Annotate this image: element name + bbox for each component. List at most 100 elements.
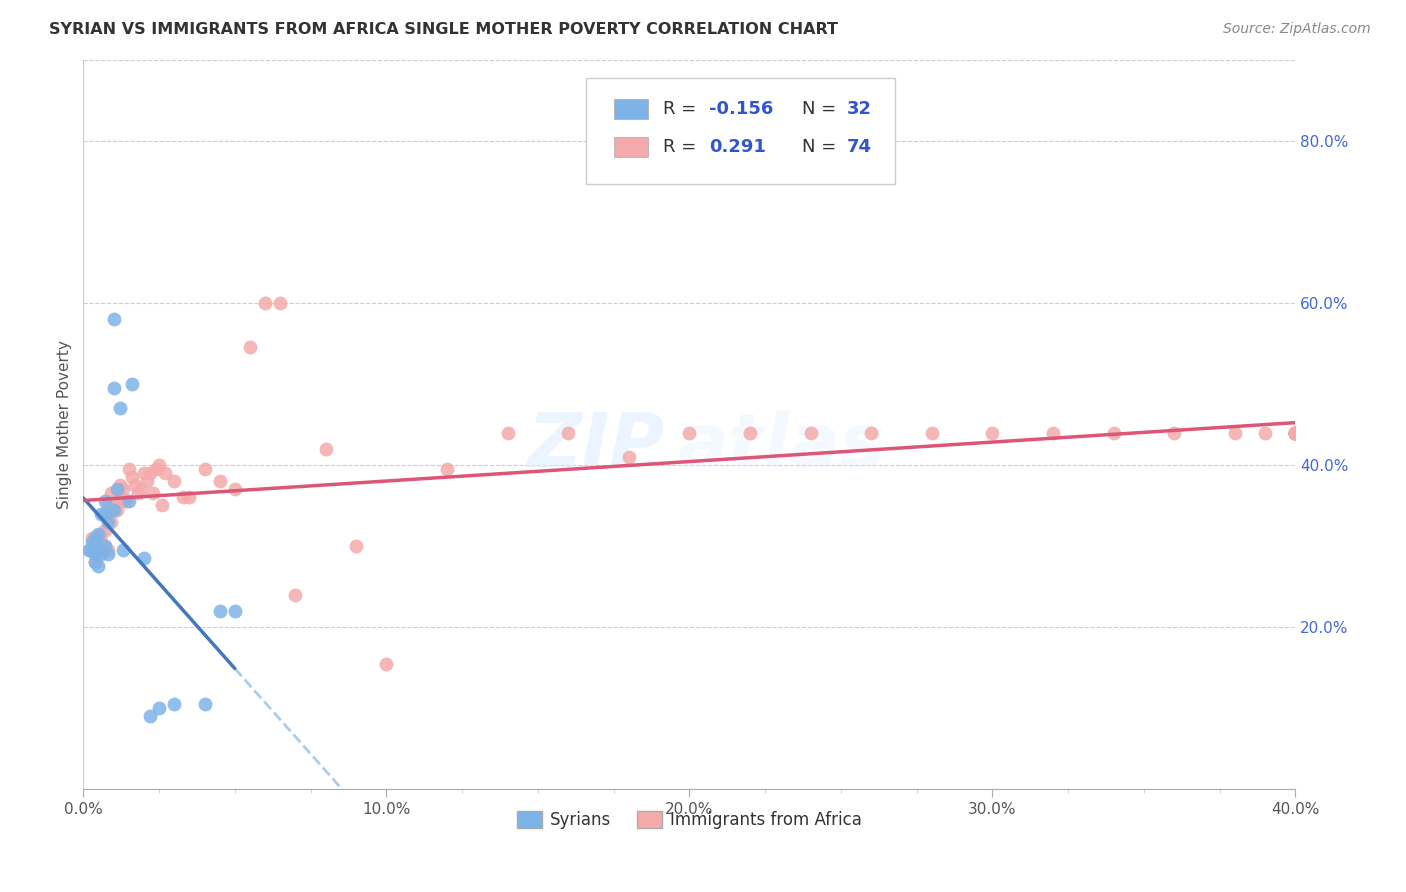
Point	[284, 588, 307, 602]
Point	[496, 425, 519, 440]
Point	[87, 547, 110, 561]
Point	[82, 531, 104, 545]
Point	[87, 531, 110, 545]
Point	[108, 491, 131, 505]
Text: 74: 74	[846, 138, 872, 156]
Point	[617, 450, 640, 464]
Point	[239, 340, 262, 354]
Point	[375, 657, 398, 671]
Point	[82, 543, 104, 558]
Point	[344, 539, 367, 553]
Point	[860, 425, 883, 440]
Text: -0.156: -0.156	[709, 100, 773, 119]
Point	[1284, 425, 1306, 440]
Point	[129, 483, 152, 497]
Point	[132, 551, 155, 566]
Point	[193, 462, 215, 476]
Point	[139, 466, 162, 480]
Point	[103, 312, 125, 326]
Text: Source: ZipAtlas.com: Source: ZipAtlas.com	[1223, 22, 1371, 37]
FancyBboxPatch shape	[586, 78, 896, 184]
Point	[90, 507, 112, 521]
Legend: Syrians, Immigrants from Africa: Syrians, Immigrants from Africa	[510, 804, 869, 836]
Text: 0.291: 0.291	[709, 138, 766, 156]
Point	[224, 604, 246, 618]
Point	[678, 425, 700, 440]
Point	[100, 515, 122, 529]
Point	[108, 478, 131, 492]
Point	[163, 474, 186, 488]
Point	[172, 491, 194, 505]
Point	[105, 483, 128, 497]
Point	[93, 523, 115, 537]
Point	[1254, 425, 1277, 440]
Point	[93, 494, 115, 508]
Point	[1042, 425, 1064, 440]
Point	[84, 531, 107, 545]
Text: R =: R =	[662, 100, 702, 119]
Point	[139, 709, 162, 723]
Point	[90, 535, 112, 549]
Point	[1284, 425, 1306, 440]
Point	[103, 381, 125, 395]
Point	[132, 466, 155, 480]
Point	[79, 543, 101, 558]
Point	[118, 494, 141, 508]
FancyBboxPatch shape	[614, 99, 648, 120]
Point	[79, 543, 101, 558]
Point	[1284, 425, 1306, 440]
Y-axis label: Single Mother Poverty: Single Mother Poverty	[58, 340, 72, 508]
Point	[150, 499, 173, 513]
Point	[142, 486, 165, 500]
Point	[1284, 425, 1306, 440]
Point	[1102, 425, 1125, 440]
Point	[193, 697, 215, 711]
Point	[93, 539, 115, 553]
Point	[90, 543, 112, 558]
FancyBboxPatch shape	[614, 137, 648, 157]
Point	[105, 502, 128, 516]
Point	[127, 486, 149, 500]
Point	[136, 474, 159, 488]
Point	[103, 502, 125, 516]
Point	[96, 543, 118, 558]
Text: SYRIAN VS IMMIGRANTS FROM AFRICA SINGLE MOTHER POVERTY CORRELATION CHART: SYRIAN VS IMMIGRANTS FROM AFRICA SINGLE …	[49, 22, 838, 37]
Point	[269, 295, 291, 310]
Point	[1163, 425, 1185, 440]
Point	[84, 555, 107, 569]
Point	[179, 491, 201, 505]
Point	[1284, 425, 1306, 440]
Point	[96, 515, 118, 529]
Point	[1284, 425, 1306, 440]
Text: ZIP: ZIP	[527, 409, 665, 483]
Point	[163, 697, 186, 711]
Point	[121, 376, 143, 391]
Point	[738, 425, 761, 440]
Point	[124, 478, 146, 492]
Point	[84, 543, 107, 558]
Text: N =: N =	[801, 100, 842, 119]
Point	[103, 499, 125, 513]
Point	[148, 458, 170, 472]
Point	[93, 539, 115, 553]
Point	[93, 507, 115, 521]
Point	[981, 425, 1004, 440]
Text: 32: 32	[846, 100, 872, 119]
Point	[921, 425, 943, 440]
Point	[224, 483, 246, 497]
Point	[96, 547, 118, 561]
Point	[111, 483, 134, 497]
Point	[87, 526, 110, 541]
Point	[103, 502, 125, 516]
Point	[84, 555, 107, 569]
Point	[1284, 425, 1306, 440]
Point	[87, 543, 110, 558]
Point	[84, 547, 107, 561]
Point	[208, 474, 231, 488]
Point	[90, 526, 112, 541]
Point	[557, 425, 579, 440]
Point	[800, 425, 823, 440]
Point	[1223, 425, 1246, 440]
Point	[90, 547, 112, 561]
Point	[1284, 425, 1306, 440]
